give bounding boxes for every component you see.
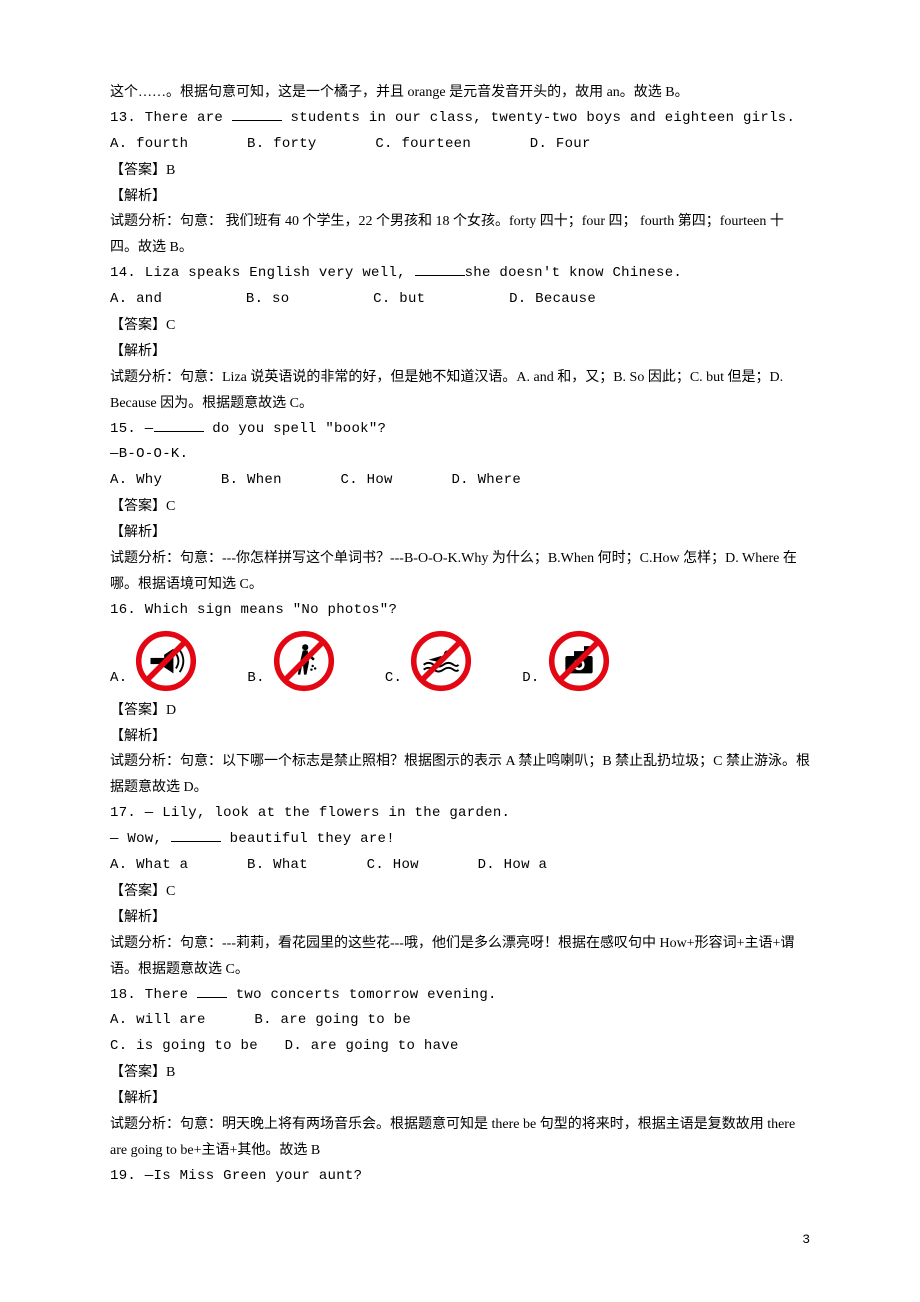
q17-blank (171, 828, 221, 842)
q13-explain-label: 【解析】 (110, 184, 810, 210)
q16-stem: 16. Which sign means "No photos"? (110, 598, 810, 624)
q17-answer: 【答案】C (110, 879, 810, 905)
q15-choices: A. Why B. When C. How D. Where (110, 468, 810, 494)
q15-choice-d: D. Where (451, 468, 521, 494)
q16-explain-label: 【解析】 (110, 724, 810, 750)
q14-choice-a: A. and (110, 287, 162, 313)
q18-choice-b: B. are going to be (254, 1008, 411, 1034)
prev-continuation: 这个……。根据句意可知，这是一个橘子，并且 orange 是元音发音开头的，故用… (110, 80, 810, 106)
q17-line2-pre: — Wow, (110, 831, 171, 847)
q18-choice-c: C. is going to be (110, 1034, 258, 1060)
q18-explain: 试题分析：句意：明天晚上将有两场音乐会。根据题意可知是 there be 句型的… (110, 1112, 810, 1164)
q17-explain: 试题分析：句意：---莉莉，看花园里的这些花---哦，他们是多么漂亮呀！根据在感… (110, 931, 810, 983)
q17-line1: 17. — Lily, look at the flowers in the g… (110, 801, 810, 827)
q18-choice-d: D. are going to have (285, 1034, 459, 1060)
q18-stem: 18. There two concerts tomorrow evening. (110, 983, 810, 1009)
q13-choices: A. fourth B. forty C. fourteen D. Four (110, 132, 810, 158)
q16-sign-a-wrap: A. (110, 630, 197, 692)
q17-choice-d: D. How a (478, 853, 548, 879)
q16-sign-b-wrap: B. (247, 630, 334, 692)
q19-stem: 19. —Is Miss Green your aunt? (110, 1164, 810, 1190)
q18-answer: 【答案】B (110, 1060, 810, 1086)
q16-sign-d-wrap: D. (522, 630, 609, 692)
q14-choice-d: D. Because (509, 287, 596, 313)
q15-choice-b: B. When (221, 468, 282, 494)
q13-answer: 【答案】B (110, 158, 810, 184)
q15-blank (154, 418, 204, 432)
q13-explain: 试题分析：句意： 我们班有 40 个学生，22 个男孩和 18 个女孩。fort… (110, 209, 810, 261)
q18-stem-pre: 18. There (110, 987, 197, 1003)
q18-choices-row2: C. is going to be D. are going to have (110, 1034, 810, 1060)
q15-choice-a: A. Why (110, 468, 162, 494)
q18-stem-post: two concerts tomorrow evening. (227, 987, 497, 1003)
no-littering-icon (273, 630, 335, 692)
no-photos-icon (548, 630, 610, 692)
q15-explain: 试题分析：句意：---你怎样拼写这个单词书？---B-O-O-K.Why 为什么… (110, 546, 810, 598)
q17-choice-c: C. How (367, 853, 419, 879)
q17-choices: A. What a B. What C. How D. How a (110, 853, 810, 879)
q17-line2: — Wow, beautiful they are! (110, 827, 810, 853)
q17-choice-b: B. What (247, 853, 308, 879)
q13-choice-c: C. fourteen (375, 132, 471, 158)
q15-explain-label: 【解析】 (110, 520, 810, 546)
q16-label-c: C. (385, 666, 402, 692)
q13-stem-post: students in our class, twenty-two boys a… (282, 110, 795, 126)
q16-explain: 试题分析：句意：以下哪一个标志是禁止照相？根据图示的表示 A 禁止鸣喇叭；B 禁… (110, 749, 810, 801)
q18-explain-label: 【解析】 (110, 1086, 810, 1112)
q17-choice-a: A. What a (110, 853, 188, 879)
q16-label-b: B. (247, 666, 264, 692)
q15-choice-c: C. How (341, 468, 393, 494)
q16-sign-c-wrap: C. (385, 630, 472, 692)
q13-choice-a: A. fourth (110, 132, 188, 158)
q13-stem: 13. There are students in our class, twe… (110, 106, 810, 132)
q18-blank (197, 984, 227, 998)
q16-sign-row: A. B. C. (110, 630, 810, 692)
no-swimming-icon (410, 630, 472, 692)
q15-stem-post: do you spell "book"? (204, 421, 387, 437)
q14-choice-b: B. so (246, 287, 290, 313)
q14-stem-post: she doesn't know Chinese. (465, 265, 683, 281)
page-number: 3 (802, 1228, 810, 1252)
q13-choice-d: D. Four (530, 132, 591, 158)
q15-stem: 15. — do you spell "book"? (110, 417, 810, 443)
q15-answer: 【答案】C (110, 494, 810, 520)
q16-label-a: A. (110, 666, 127, 692)
q14-stem: 14. Liza speaks English very well, she d… (110, 261, 810, 287)
q14-choice-c: C. but (373, 287, 425, 313)
q14-explain-label: 【解析】 (110, 339, 810, 365)
q14-explain: 试题分析：句意：Liza 说英语说的非常的好，但是她不知道汉语。A. and 和… (110, 365, 810, 417)
q14-answer: 【答案】C (110, 313, 810, 339)
q17-explain-label: 【解析】 (110, 905, 810, 931)
q16-answer: 【答案】D (110, 698, 810, 724)
q15-line2: —B-O-O-K. (110, 442, 810, 468)
q14-stem-pre: 14. Liza speaks English very well, (110, 265, 415, 281)
q17-line2-post: beautiful they are! (221, 831, 395, 847)
q16-label-d: D. (522, 666, 539, 692)
q14-blank (415, 262, 465, 276)
q18-choices-row1: A. will are B. are going to be (110, 1008, 810, 1034)
q14-choices: A. and B. so C. but D. Because (110, 287, 810, 313)
q13-stem-pre: 13. There are (110, 110, 232, 126)
q18-choice-a: A. will are (110, 1008, 206, 1034)
q13-blank (232, 107, 282, 121)
no-horn-icon (135, 630, 197, 692)
q13-choice-b: B. forty (247, 132, 317, 158)
q15-stem-pre: 15. — (110, 421, 154, 437)
